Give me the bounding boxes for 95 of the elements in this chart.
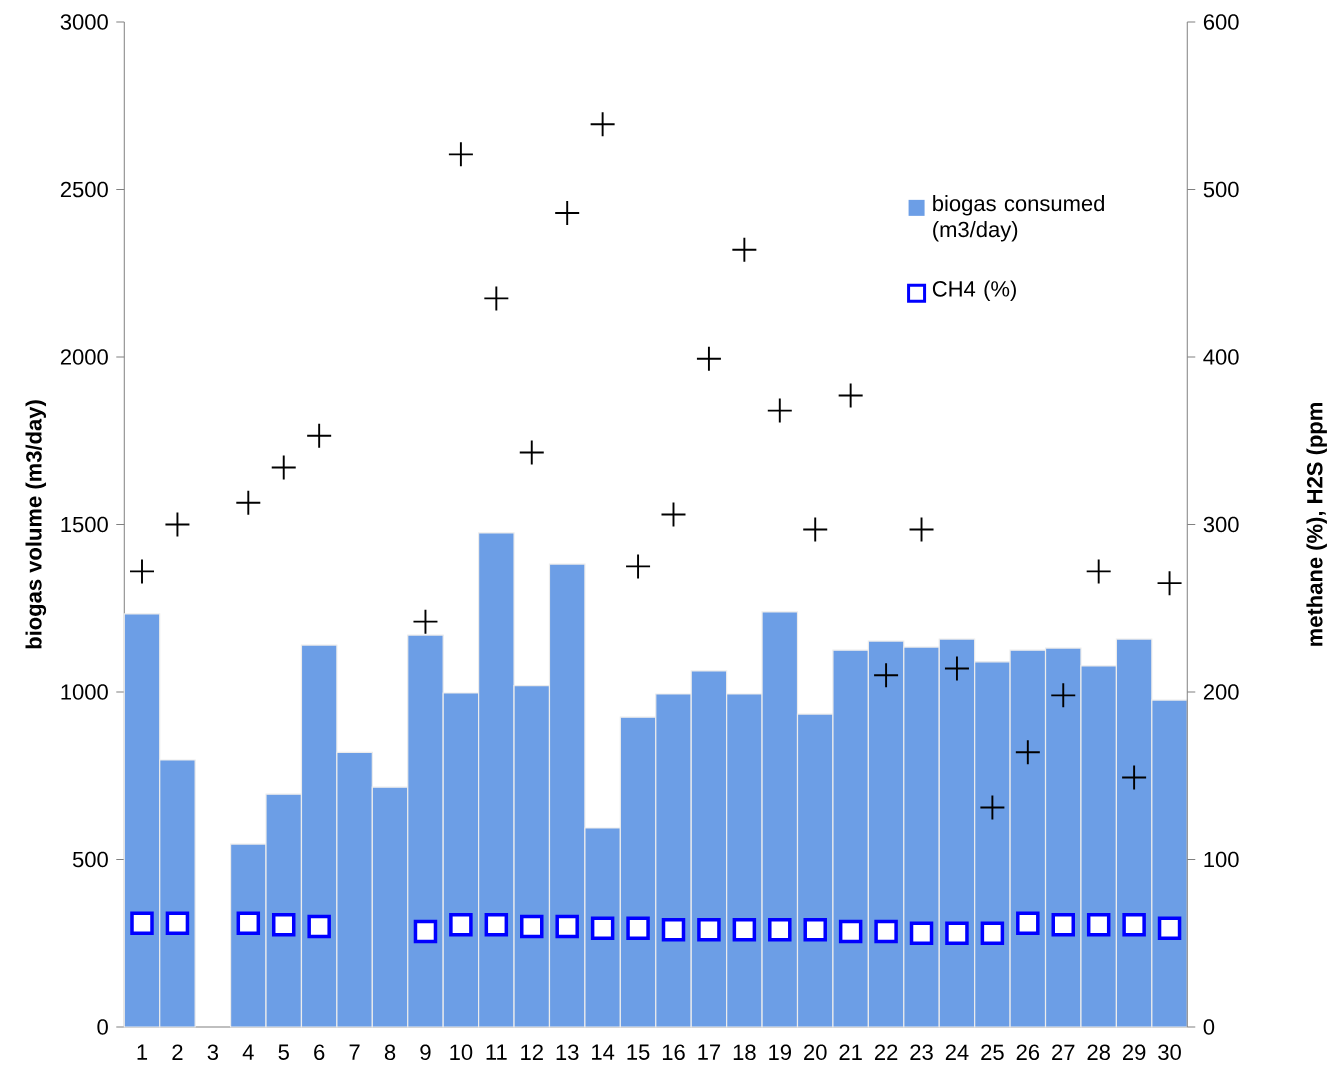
- point: [626, 554, 651, 579]
- point: [520, 914, 544, 939]
- point: [1122, 913, 1146, 937]
- point: [874, 919, 898, 944]
- point: [1157, 571, 1182, 596]
- x-tick-label: 18: [733, 1044, 756, 1061]
- x-tick-label: 16: [662, 1044, 685, 1061]
- x-tick-label: 24: [945, 1044, 969, 1060]
- x-tick-label: 5: [278, 1044, 289, 1060]
- point: [626, 916, 650, 940]
- y-axis-title: biogas volume (m3/day): [25, 400, 47, 649]
- point: [1016, 911, 1040, 935]
- x-tick-label: 28: [1087, 1044, 1110, 1061]
- y2-axis-title: methane (%), H2S (ppm: [1306, 403, 1327, 646]
- point: [838, 919, 863, 944]
- point: [732, 918, 757, 942]
- x-tick-label: 19: [769, 1044, 791, 1061]
- point: [236, 490, 261, 515]
- x-tick-label: 4: [242, 1044, 254, 1060]
- point: [1122, 765, 1147, 790]
- point: [555, 200, 580, 225]
- x-tick-label: 22: [874, 1044, 898, 1060]
- point: [1157, 916, 1182, 940]
- point: [732, 237, 757, 262]
- point: [768, 918, 792, 942]
- x-tick-label: 10: [450, 1044, 473, 1061]
- point: [1051, 913, 1075, 937]
- x-tick-label: 2: [172, 1044, 183, 1060]
- point: [130, 911, 154, 935]
- x-tick-label: 7: [349, 1044, 360, 1060]
- x-tick-label: 3: [207, 1044, 219, 1061]
- y2-tick-label: 200: [1203, 684, 1239, 700]
- point: [449, 913, 473, 937]
- y2-tick-label: 0: [1203, 1019, 1215, 1035]
- x-tick-label: 8: [384, 1044, 396, 1061]
- point: [448, 142, 473, 167]
- x-tick-label: 13: [556, 1044, 579, 1061]
- x-tick-label: 11: [486, 1044, 507, 1060]
- x-tick-label: 20: [804, 1044, 827, 1061]
- point: [945, 921, 969, 945]
- point: [980, 921, 1005, 945]
- point: [1086, 559, 1111, 584]
- y-tick-label: 1500: [61, 516, 108, 533]
- point: [874, 663, 899, 688]
- point: [484, 286, 509, 311]
- y-tick-label: 0: [97, 1019, 108, 1035]
- x-tick-label: 23: [910, 1044, 933, 1061]
- y2-tick-label: 300: [1203, 516, 1239, 533]
- point: [803, 918, 827, 942]
- x-tick-label: 14: [592, 1044, 615, 1060]
- point: [590, 916, 615, 940]
- x-tick-label: 17: [698, 1044, 721, 1060]
- point: [413, 919, 438, 944]
- x-tick-label: 29: [1123, 1044, 1146, 1061]
- y2-tick-label: 600: [1203, 14, 1239, 30]
- point: [307, 423, 332, 448]
- x-tick-label: 9: [420, 1044, 431, 1061]
- point: [590, 112, 615, 137]
- point: [661, 918, 686, 942]
- point: [271, 913, 296, 937]
- point: [484, 913, 509, 937]
- y-tick-label: 1000: [61, 684, 108, 700]
- x-tick-label: 12: [521, 1044, 543, 1060]
- point: [555, 914, 579, 939]
- x-tick-label: 26: [1016, 1044, 1040, 1061]
- point: [909, 921, 934, 945]
- x-tick-label: 6: [314, 1044, 325, 1061]
- legend-label: biogas consumed (m3/day): [933, 195, 1104, 242]
- point: [1051, 683, 1076, 708]
- point: [767, 398, 792, 423]
- point: [944, 656, 969, 681]
- point: [165, 911, 190, 935]
- y-tick-label: 2500: [60, 181, 108, 198]
- y2-tick-label: 400: [1203, 349, 1239, 365]
- x-tick-label: 15: [627, 1044, 650, 1060]
- point: [307, 914, 331, 939]
- x-tick-label: 30: [1158, 1044, 1181, 1061]
- point: [130, 559, 154, 584]
- point: [1086, 913, 1111, 937]
- point: [1015, 740, 1040, 765]
- y-tick-label: 2000: [60, 349, 108, 365]
- point: [236, 911, 261, 935]
- y-tick-label: 500: [72, 851, 108, 868]
- x-tick-label: 1: [137, 1044, 148, 1060]
- point: [980, 795, 1005, 820]
- legend-label: CH4 (%): [932, 280, 1016, 301]
- point: [271, 455, 296, 480]
- y-tick-label: 3000: [60, 14, 108, 30]
- x-tick-label: 27: [1052, 1044, 1075, 1060]
- point: [696, 346, 721, 371]
- x-tick-label: 25: [981, 1044, 1004, 1061]
- point: [697, 918, 721, 942]
- x-tick-label: 21: [839, 1044, 862, 1060]
- y2-tick-label: 500: [1203, 181, 1239, 198]
- y2-tick-label: 100: [1204, 851, 1239, 868]
